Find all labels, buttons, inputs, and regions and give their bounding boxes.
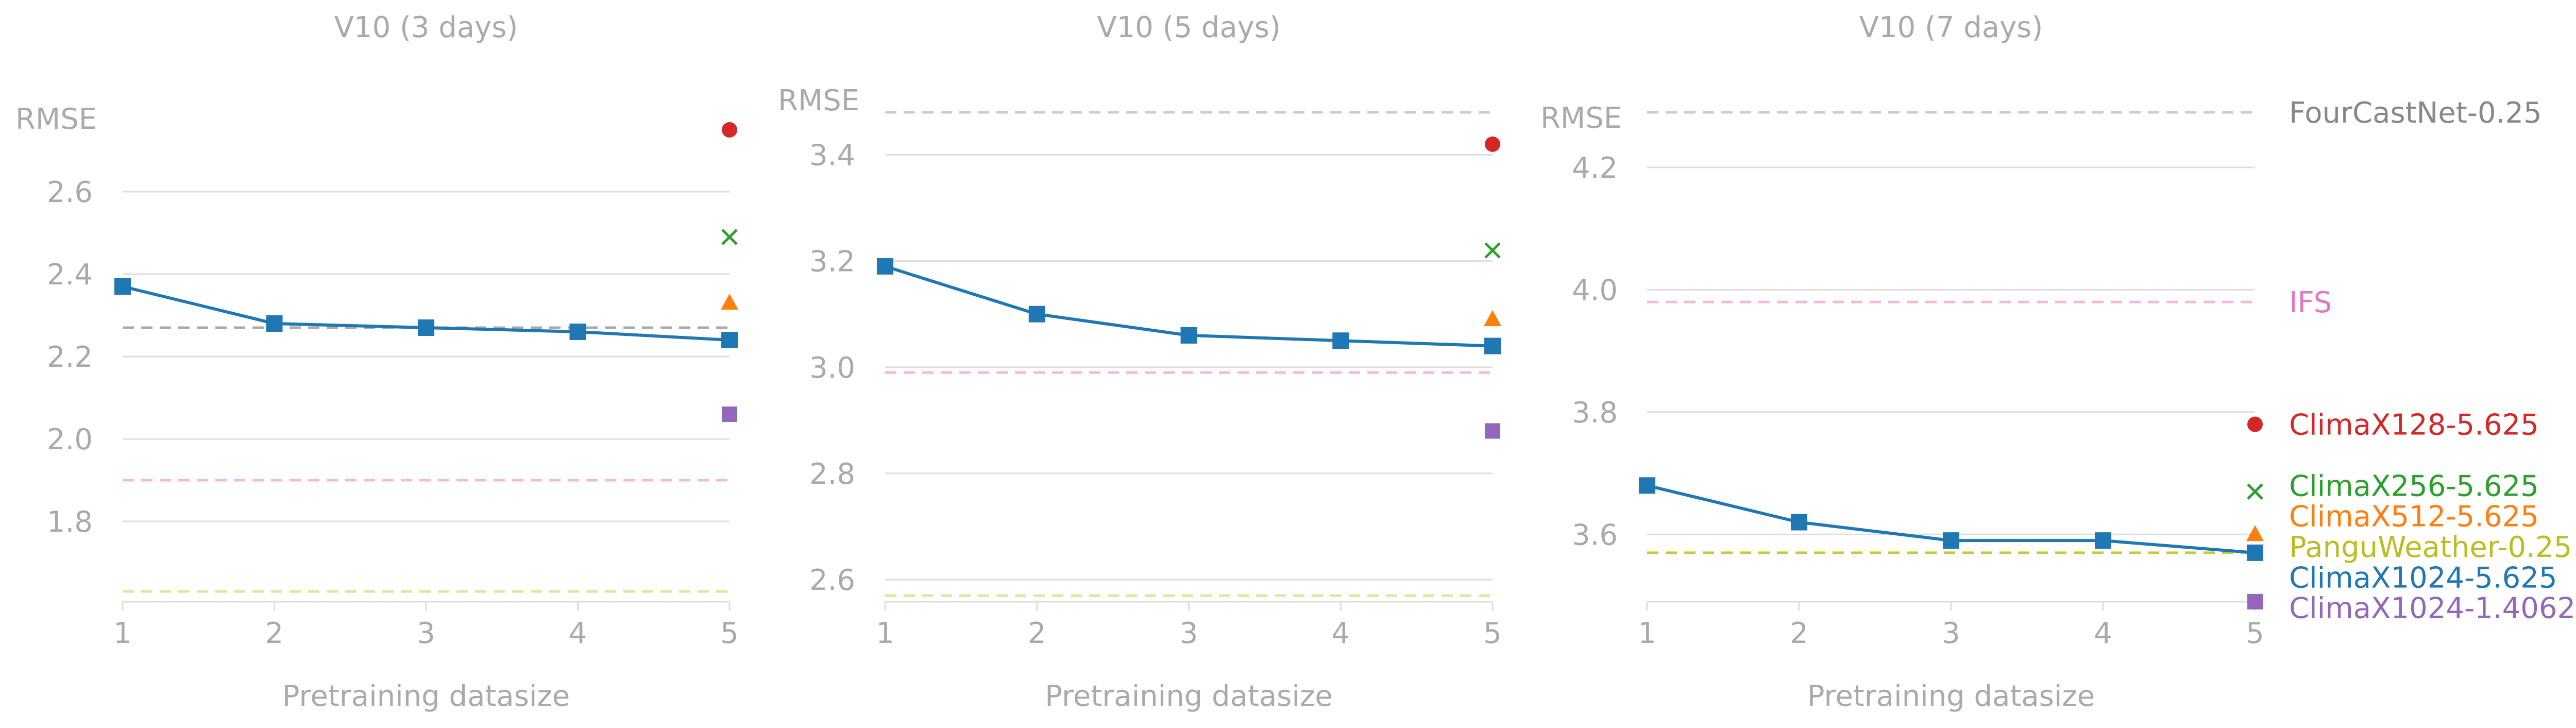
point-marker <box>721 229 738 245</box>
x-tick-label: 2 <box>1790 617 1808 650</box>
y-tick-label: 3.4 <box>809 139 855 172</box>
x-axis-label: Pretraining datasize <box>282 680 570 713</box>
y-tick-label: 1.8 <box>47 505 93 539</box>
point-marker <box>1484 242 1501 259</box>
series-label: PanguWeather-0.25 <box>2289 531 2572 564</box>
y-tick-label: 4.0 <box>1572 274 1618 307</box>
point-marker <box>721 294 738 310</box>
x-tick-label: 3 <box>1180 617 1198 650</box>
x-tick-label: 1 <box>113 617 132 650</box>
series-point <box>877 258 893 275</box>
point-marker <box>1485 423 1500 439</box>
x-tick-label: 4 <box>1331 617 1350 650</box>
y-tick-label: 3.0 <box>809 351 855 385</box>
point-marker <box>1485 136 1500 152</box>
series-label: ClimaX1024-5.625 <box>2289 561 2557 595</box>
series-label: ClimaX512-5.625 <box>2289 500 2539 534</box>
x-axis-label: Pretraining datasize <box>1045 680 1333 713</box>
x-tick-label: 4 <box>2094 617 2112 650</box>
series-label: FourCastNet-0.25 <box>2289 96 2542 130</box>
y-tick-label: 2.6 <box>809 564 855 597</box>
series-point <box>1639 477 1655 494</box>
x-tick-label: 4 <box>569 617 587 650</box>
x-tick-label: 2 <box>1028 617 1046 650</box>
y-axis-label: RMSE <box>1540 101 1622 135</box>
series-point <box>721 332 738 348</box>
x-axis-label: Pretraining datasize <box>1807 680 2095 713</box>
series-point <box>1943 532 1959 549</box>
y-tick-label: 2.0 <box>47 423 93 456</box>
series-point <box>1028 306 1045 323</box>
point-marker <box>2246 525 2264 541</box>
series-point <box>1180 327 1197 344</box>
series-label: IFS <box>2289 286 2332 319</box>
x-tick-label: 1 <box>876 617 894 650</box>
y-tick-label: 2.2 <box>47 341 93 374</box>
x-tick-label: 2 <box>265 617 284 650</box>
x-tick-label: 3 <box>417 617 435 650</box>
y-tick-label: 2.8 <box>809 458 855 491</box>
y-axis-label: RMSE <box>15 103 97 136</box>
point-marker <box>2247 416 2263 432</box>
y-tick-label: 3.8 <box>1572 396 1618 430</box>
series-point <box>569 324 586 340</box>
x-tick-label: 5 <box>1483 617 1502 650</box>
series-point <box>114 278 131 295</box>
point-marker <box>2247 483 2263 500</box>
series-label: ClimaX1024-1.40625 <box>2289 592 2576 625</box>
y-axis-label: RMSE <box>778 84 859 117</box>
series-point <box>1484 337 1501 354</box>
x-tick-label: 3 <box>1942 617 1960 650</box>
series-point <box>2095 532 2111 549</box>
y-tick-label: 3.6 <box>1572 518 1618 552</box>
y-tick-label: 2.6 <box>47 176 93 209</box>
point-marker <box>722 122 737 138</box>
chart-title: V10 (3 days) <box>334 11 518 44</box>
series-label: ClimaX128-5.625 <box>2289 409 2539 442</box>
series-point <box>1791 514 1807 531</box>
point-marker <box>2247 594 2263 610</box>
series-label: ClimaX256-5.625 <box>2289 469 2539 503</box>
x-tick-label: 5 <box>2246 617 2264 650</box>
chart-title: V10 (5 days) <box>1097 11 1281 44</box>
series-point <box>418 319 434 336</box>
chart-title: V10 (7 days) <box>1859 11 2043 44</box>
y-tick-label: 3.2 <box>809 245 855 279</box>
point-marker <box>722 407 737 422</box>
y-tick-label: 2.4 <box>47 258 93 292</box>
series-point <box>2247 544 2263 561</box>
point-marker <box>1484 310 1501 326</box>
x-tick-label: 5 <box>720 617 739 650</box>
y-tick-label: 4.2 <box>1572 151 1618 185</box>
series-point <box>266 315 283 332</box>
series-point <box>1332 332 1349 349</box>
x-tick-label: 1 <box>1638 617 1656 650</box>
